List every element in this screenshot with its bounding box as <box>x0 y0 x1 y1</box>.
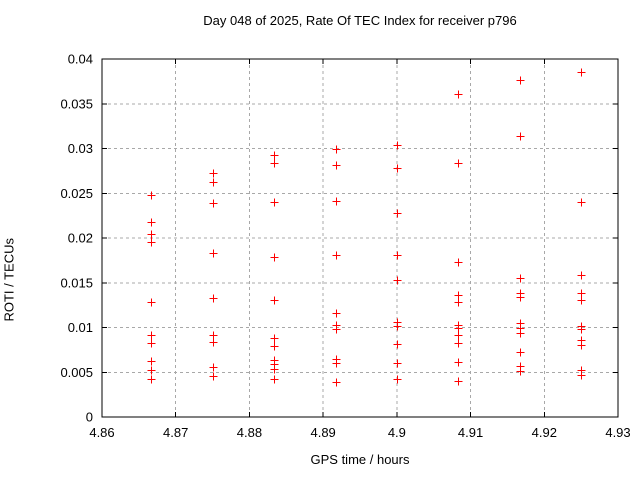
data-point-marker <box>516 329 525 338</box>
data-point-marker <box>516 293 525 302</box>
data-point-marker <box>577 296 586 305</box>
data-point-marker <box>516 274 525 283</box>
data-point-marker <box>393 141 402 150</box>
data-point-marker <box>209 199 218 208</box>
chart-title: Day 048 of 2025, Rate Of TEC Index for r… <box>203 13 517 28</box>
data-point-marker <box>454 298 463 307</box>
data-point-marker <box>270 375 279 384</box>
x-tick-label: 4.87 <box>163 425 188 440</box>
data-point-marker <box>270 253 279 262</box>
data-point-marker <box>454 339 463 348</box>
data-point-marker <box>516 348 525 357</box>
y-tick-label: 0.005 <box>60 365 93 380</box>
data-point-marker <box>393 375 402 384</box>
data-point-marker <box>454 377 463 386</box>
data-point-marker <box>393 340 402 349</box>
y-tick-label: 0.01 <box>68 320 93 335</box>
data-point-marker <box>147 357 156 366</box>
data-point-marker <box>270 334 279 343</box>
data-point-marker <box>454 291 463 300</box>
data-point-marker <box>454 324 463 333</box>
y-tick-label: 0.015 <box>60 275 93 290</box>
data-point-marker <box>393 209 402 218</box>
data-point-marker <box>209 294 218 303</box>
data-point-marker <box>516 132 525 141</box>
data-point-marker <box>393 322 402 331</box>
y-tick-label: 0.04 <box>68 52 93 67</box>
data-point-marker <box>577 371 586 380</box>
data-point-marker <box>270 151 279 160</box>
y-tick-label: 0.035 <box>60 96 93 111</box>
data-point-marker <box>516 367 525 376</box>
data-point-marker <box>577 198 586 207</box>
data-point-marker <box>516 76 525 85</box>
data-point-marker <box>393 276 402 285</box>
y-tick-label: 0 <box>86 410 93 425</box>
data-point-marker <box>332 251 341 260</box>
data-point-marker <box>147 339 156 348</box>
data-point-marker <box>454 331 463 340</box>
data-point-marker <box>332 161 341 170</box>
data-point-marker <box>147 298 156 307</box>
y-tick-label: 0.03 <box>68 141 93 156</box>
data-point-marker <box>147 366 156 375</box>
data-point-marker <box>209 338 218 347</box>
data-point-marker <box>209 363 218 372</box>
data-point-marker <box>454 159 463 168</box>
data-point-marker <box>270 365 279 374</box>
data-point-marker <box>270 159 279 168</box>
data-point-marker <box>270 342 279 351</box>
data-point-marker <box>270 296 279 305</box>
data-point-marker <box>209 372 218 381</box>
x-tick-label: 4.89 <box>310 425 335 440</box>
x-tick-label: 4.88 <box>237 425 262 440</box>
data-point-marker <box>454 258 463 267</box>
data-point-marker <box>147 191 156 200</box>
x-tick-label: 4.86 <box>89 425 114 440</box>
data-point-marker <box>147 218 156 227</box>
data-point-marker <box>577 325 586 334</box>
data-point-marker <box>393 164 402 173</box>
data-point-marker <box>577 289 586 298</box>
data-point-marker <box>577 341 586 350</box>
data-point-marker <box>270 198 279 207</box>
data-point-marker <box>209 331 218 340</box>
x-tick-label: 4.9 <box>388 425 406 440</box>
x-tick-label: 4.92 <box>532 425 557 440</box>
data-point-marker <box>209 169 218 178</box>
data-point-marker <box>393 359 402 368</box>
data-point-marker <box>393 251 402 260</box>
data-point-marker <box>577 271 586 280</box>
y-tick-label: 0.02 <box>68 231 93 246</box>
data-point-marker <box>209 249 218 258</box>
data-point-marker <box>147 375 156 384</box>
data-point-marker <box>454 358 463 367</box>
data-point-marker <box>332 145 341 154</box>
data-point-marker <box>332 359 341 368</box>
x-tick-label: 4.91 <box>458 425 483 440</box>
data-point-marker <box>454 90 463 99</box>
x-tick-label: 4.93 <box>605 425 630 440</box>
data-point-marker <box>147 238 156 247</box>
data-point-marker <box>332 309 341 318</box>
x-axis-label: GPS time / hours <box>310 452 410 467</box>
y-tick-label: 0.025 <box>60 186 93 201</box>
data-point-marker <box>147 230 156 239</box>
data-point-marker <box>332 197 341 206</box>
data-point-marker <box>577 68 586 77</box>
data-point-marker <box>332 325 341 334</box>
data-point-marker <box>147 331 156 340</box>
data-point-marker <box>332 378 341 387</box>
data-point-marker <box>209 178 218 187</box>
